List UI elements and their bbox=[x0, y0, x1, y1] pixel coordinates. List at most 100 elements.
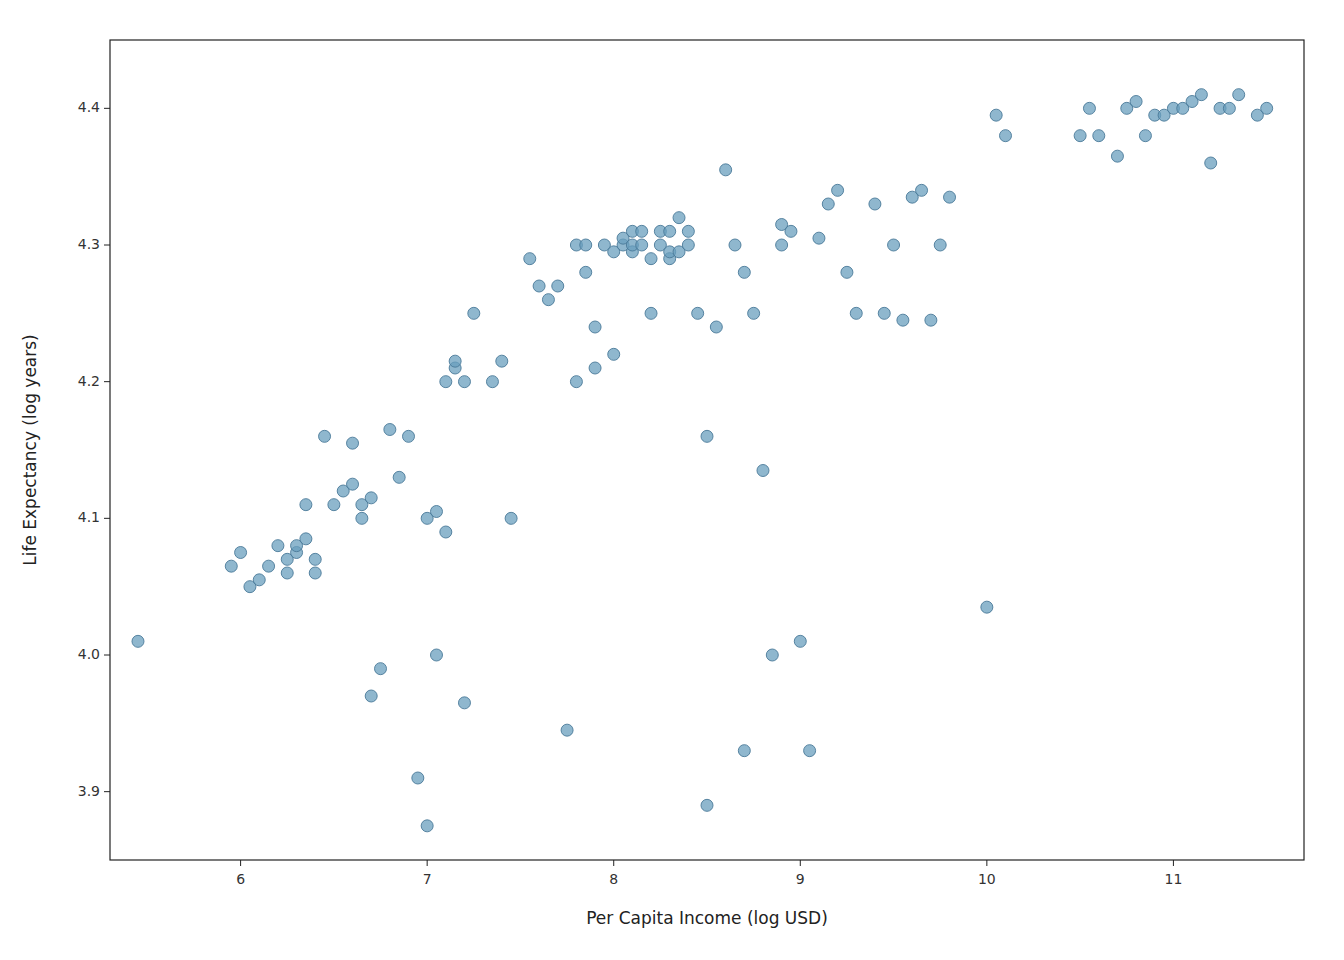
point bbox=[692, 307, 704, 319]
point bbox=[1205, 157, 1217, 169]
y-tick bbox=[104, 381, 110, 382]
point bbox=[1074, 130, 1086, 142]
y-tick bbox=[104, 791, 110, 792]
point bbox=[300, 499, 312, 511]
point bbox=[570, 376, 582, 388]
point bbox=[813, 232, 825, 244]
point bbox=[561, 724, 573, 736]
point bbox=[300, 533, 312, 545]
point bbox=[1261, 102, 1273, 114]
point bbox=[888, 239, 900, 251]
point bbox=[1083, 102, 1095, 114]
point bbox=[309, 567, 321, 579]
point bbox=[720, 164, 732, 176]
point bbox=[440, 526, 452, 538]
point bbox=[365, 492, 377, 504]
x-tick bbox=[800, 860, 801, 866]
point bbox=[1233, 89, 1245, 101]
point bbox=[673, 212, 685, 224]
point bbox=[347, 437, 359, 449]
point bbox=[1223, 102, 1235, 114]
point bbox=[776, 239, 788, 251]
x-tick bbox=[427, 860, 428, 866]
point bbox=[934, 239, 946, 251]
y-tick bbox=[104, 655, 110, 656]
point bbox=[682, 225, 694, 237]
point bbox=[486, 376, 498, 388]
point bbox=[458, 697, 470, 709]
y-axis-label: Life Expectancy (log years) bbox=[20, 334, 40, 565]
point bbox=[1195, 89, 1207, 101]
plot-frame bbox=[110, 40, 1304, 860]
x-tick-label: 11 bbox=[1164, 871, 1182, 887]
point bbox=[1139, 130, 1151, 142]
point bbox=[384, 424, 396, 436]
y-axis: 3.94.04.14.24.34.4 bbox=[78, 99, 110, 798]
point bbox=[589, 362, 601, 374]
point bbox=[458, 376, 470, 388]
point bbox=[944, 191, 956, 203]
point bbox=[430, 649, 442, 661]
point bbox=[347, 478, 359, 490]
point bbox=[1130, 96, 1142, 108]
point bbox=[729, 239, 741, 251]
point bbox=[393, 471, 405, 483]
x-tick-label: 6 bbox=[236, 871, 245, 887]
point bbox=[356, 512, 368, 524]
point bbox=[990, 109, 1002, 121]
x-tick-label: 10 bbox=[978, 871, 996, 887]
point bbox=[524, 253, 536, 265]
point bbox=[1111, 150, 1123, 162]
points bbox=[132, 89, 1273, 832]
point bbox=[738, 745, 750, 757]
point bbox=[682, 239, 694, 251]
point bbox=[645, 253, 657, 265]
point bbox=[701, 430, 713, 442]
chart-container: 678910113.94.04.14.24.34.4Per Capita Inc… bbox=[0, 0, 1344, 960]
point bbox=[263, 560, 275, 572]
point bbox=[412, 772, 424, 784]
point bbox=[403, 430, 415, 442]
point bbox=[1093, 130, 1105, 142]
y-tick-label: 4.1 bbox=[78, 509, 100, 525]
point bbox=[766, 649, 778, 661]
x-axis-label: Per Capita Income (log USD) bbox=[586, 908, 828, 928]
x-tick-label: 9 bbox=[796, 871, 805, 887]
x-tick bbox=[1173, 860, 1174, 866]
point bbox=[505, 512, 517, 524]
point bbox=[365, 690, 377, 702]
point bbox=[552, 280, 564, 292]
point bbox=[636, 239, 648, 251]
point bbox=[794, 635, 806, 647]
y-tick bbox=[104, 108, 110, 109]
point bbox=[319, 430, 331, 442]
y-tick bbox=[104, 518, 110, 519]
point bbox=[253, 574, 265, 586]
point bbox=[580, 266, 592, 278]
y-tick-label: 4.2 bbox=[78, 373, 100, 389]
y-tick-label: 3.9 bbox=[78, 783, 100, 799]
point bbox=[281, 567, 293, 579]
point bbox=[636, 225, 648, 237]
point bbox=[235, 547, 247, 559]
point bbox=[496, 355, 508, 367]
x-tick-label: 7 bbox=[423, 871, 432, 887]
x-tick bbox=[240, 860, 241, 866]
point bbox=[785, 225, 797, 237]
point bbox=[710, 321, 722, 333]
point bbox=[580, 239, 592, 251]
point bbox=[225, 560, 237, 572]
point bbox=[897, 314, 909, 326]
point bbox=[440, 376, 452, 388]
point bbox=[328, 499, 340, 511]
point bbox=[841, 266, 853, 278]
x-axis: 67891011 bbox=[236, 860, 1182, 887]
point bbox=[132, 635, 144, 647]
point bbox=[804, 745, 816, 757]
point bbox=[757, 465, 769, 477]
x-tick bbox=[986, 860, 987, 866]
x-tick bbox=[613, 860, 614, 866]
point bbox=[533, 280, 545, 292]
point bbox=[916, 184, 928, 196]
y-tick-label: 4.3 bbox=[78, 236, 100, 252]
